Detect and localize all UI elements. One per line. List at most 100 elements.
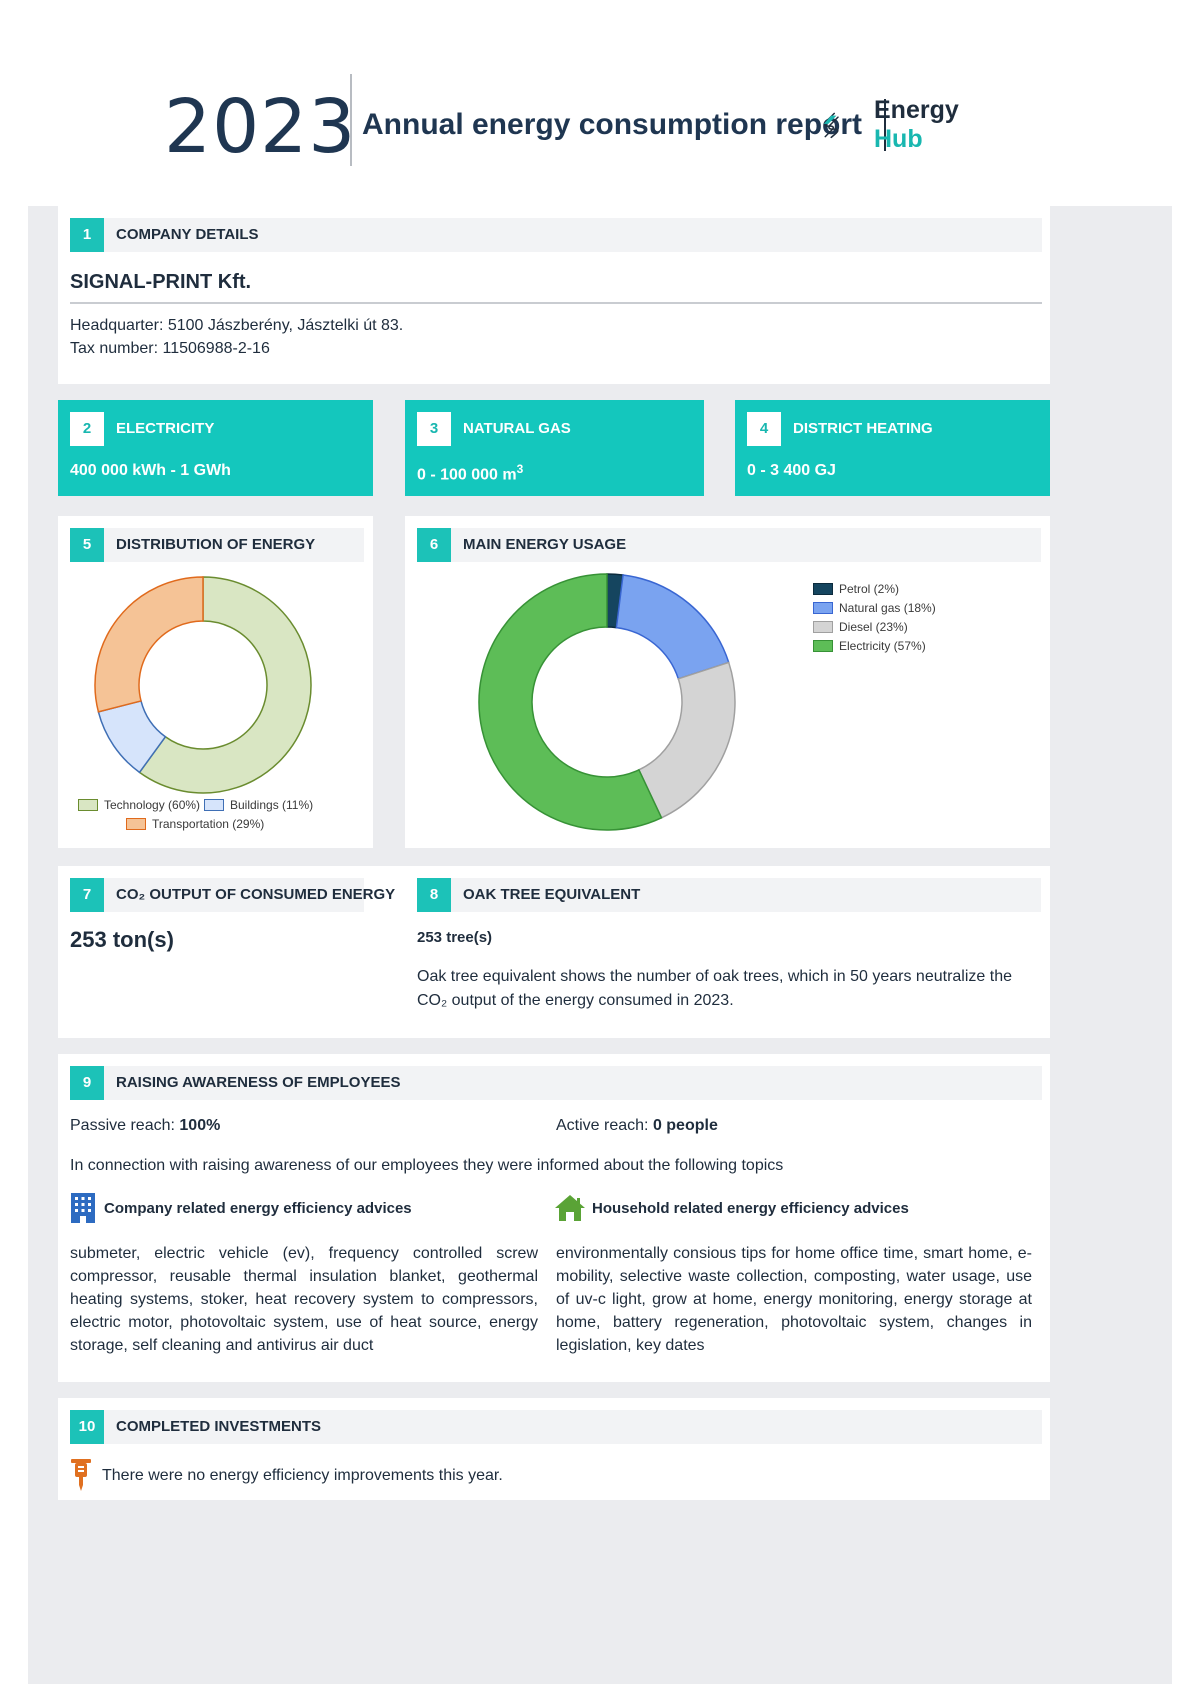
section-number: 7	[70, 878, 104, 912]
section-number: 2	[70, 412, 104, 446]
legend-swatch	[813, 583, 833, 595]
company-details-card: 1 COMPANY DETAILS SIGNAL-PRINT Kft. Head…	[58, 206, 1050, 384]
report-title: Annual energy consumption report	[362, 108, 863, 141]
section-number: 5	[70, 528, 104, 562]
logo-text-hub: Hub	[874, 125, 923, 153]
legend-label: Transportation (29%)	[152, 817, 265, 831]
jackhammer-icon	[71, 1459, 91, 1491]
oak-tree-description: Oak tree equivalent shows the number of …	[417, 968, 1012, 1009]
building-icon	[71, 1193, 95, 1223]
electricity-value: 400 000 kWh - 1 GWh	[70, 462, 231, 479]
district-heating-value: 0 - 3 400 GJ	[747, 462, 836, 479]
legend-swatch	[813, 602, 833, 614]
natural-gas-card: 3 NATURAL GAS 0 - 100 000 m3	[405, 400, 704, 496]
donut-slice	[615, 574, 730, 680]
section-title: RAISING AWARENESS OF EMPLOYEES	[116, 1074, 401, 1091]
section-title: COMPANY DETAILS	[116, 226, 259, 243]
investments-card: 10 COMPLETED INVESTMENTS There were no e…	[58, 1398, 1050, 1500]
electricity-card: 2 ELECTRICITY 400 000 kWh - 1 GWh	[58, 400, 373, 496]
main-energy-usage-card: 6 MAIN ENERGY USAGE Petrol (2%) Natural …	[405, 516, 1050, 848]
distribution-donut-chart	[94, 576, 312, 794]
cubic-superscript: 3	[516, 462, 524, 476]
legend-item: Technology (60%)	[78, 798, 200, 812]
legend-label: Technology (60%)	[104, 798, 201, 812]
house-icon	[555, 1195, 585, 1221]
section-title: MAIN ENERGY USAGE	[463, 536, 627, 553]
donut-slice	[138, 576, 312, 794]
passive-reach-label: Passive reach:	[70, 1117, 180, 1134]
company-name: SIGNAL-PRINT Kft.	[70, 271, 252, 293]
household-advices-text: environmentally consious tips for home o…	[556, 1245, 1032, 1354]
section-title: NATURAL GAS	[463, 420, 571, 437]
section-number: 3	[417, 412, 451, 446]
tax-number-text: Tax number: 11506988-2-16	[70, 340, 270, 357]
company-advices-title: Company related energy efficiency advice…	[104, 1200, 412, 1217]
headquarter-text: Headquarter: 5100 Jászberény, Jásztelki …	[70, 317, 404, 334]
section-header: 7 CO₂ OUTPUT OF CONSUMED ENERGY	[70, 878, 395, 912]
company-advices-text: submeter, electric vehicle (ev), frequen…	[70, 1245, 538, 1354]
donut-slice	[478, 573, 663, 831]
co2-output-value: 253 ton(s)	[70, 927, 174, 952]
section-number: 6	[417, 528, 451, 562]
section-title: DISTRICT HEATING	[793, 420, 933, 437]
section-title: ELECTRICITY	[116, 420, 215, 437]
legend-swatch	[126, 818, 146, 830]
company-divider	[70, 302, 1042, 304]
active-reach-label: Active reach:	[556, 1117, 653, 1134]
section-title: CO₂ OUTPUT OF CONSUMED ENERGY	[116, 886, 396, 903]
passive-reach-value: 100%	[179, 1117, 221, 1134]
legend-label: Petrol (2%)	[839, 582, 900, 596]
legend-item: Diesel (23%)	[813, 620, 908, 634]
section-header: 9 RAISING AWARENESS OF EMPLOYEES	[70, 1066, 1042, 1100]
section-title: OAK TREE EQUIVALENT	[463, 886, 641, 903]
logo-text-energy: Energy	[874, 96, 959, 124]
legend-item: Transportation (29%)	[126, 817, 264, 831]
household-advices-title: Household related energy efficiency advi…	[592, 1200, 909, 1217]
legend-swatch	[813, 621, 833, 633]
natural-gas-value: 0 - 100 000 m3	[417, 462, 523, 484]
section-number: 8	[417, 878, 451, 912]
section-title: COMPLETED INVESTMENTS	[116, 1418, 322, 1435]
section-header: 6 MAIN ENERGY USAGE	[417, 528, 1041, 562]
energy-usage-donut-chart	[478, 573, 736, 831]
legend-label: Diesel (23%)	[839, 620, 908, 634]
section-header: 5 DISTRIBUTION OF ENERGY	[70, 528, 364, 562]
legend-item: Petrol (2%)	[813, 582, 899, 596]
report-page: 2023 Annual energy consumption report En…	[28, 12, 1172, 1684]
section-number: 9	[70, 1066, 104, 1100]
legend-label: Buildings (11%)	[230, 798, 314, 812]
report-header: 2023 Annual energy consumption report En…	[28, 12, 1172, 206]
legend-item: Electricity (57%)	[813, 639, 926, 653]
awareness-intro: In connection with raising awareness of …	[70, 1157, 784, 1174]
legend-swatch	[204, 799, 224, 811]
oak-tree-value: 253 tree(s)	[417, 929, 493, 946]
section-header: 8 OAK TREE EQUIVALENT	[417, 878, 1041, 912]
legend-label: Natural gas (18%)	[839, 601, 936, 615]
energy-hub-logo-icon	[823, 112, 839, 139]
logo-divider	[884, 99, 886, 151]
investments-text: There were no energy efficiency improvem…	[102, 1467, 503, 1484]
district-heating-card: 4 DISTRICT HEATING 0 - 3 400 GJ	[735, 400, 1050, 496]
legend-swatch	[813, 640, 833, 652]
section-header: 10 COMPLETED INVESTMENTS	[70, 1410, 1042, 1444]
legend-swatch	[78, 799, 98, 811]
section-number: 1	[70, 218, 104, 252]
natural-gas-value-text: 0 - 100 000 m	[417, 466, 517, 484]
section-header: 1 COMPANY DETAILS	[70, 218, 1042, 252]
section-number: 10	[70, 1410, 104, 1444]
section-number: 4	[747, 412, 781, 446]
donut-slice	[94, 576, 204, 713]
active-reach: Active reach: 0 people	[556, 1114, 718, 1138]
donut-slice	[637, 661, 736, 819]
section-title: DISTRIBUTION OF ENERGY	[116, 536, 316, 553]
active-reach-value: 0 people	[652, 1117, 718, 1134]
distribution-card: 5 DISTRIBUTION OF ENERGY Technology (60%…	[58, 516, 373, 848]
legend-item: Buildings (11%)	[204, 798, 313, 812]
report-year: 2023	[164, 84, 357, 170]
header-divider	[350, 74, 352, 166]
awareness-card: 9 RAISING AWARENESS OF EMPLOYEES Passive…	[58, 1054, 1050, 1382]
passive-reach: Passive reach: 100%	[70, 1114, 220, 1138]
legend-item: Natural gas (18%)	[813, 601, 936, 615]
legend-label: Electricity (57%)	[839, 639, 926, 653]
co2-oak-card: 7 CO₂ OUTPUT OF CONSUMED ENERGY 253 ton(…	[58, 866, 1050, 1038]
